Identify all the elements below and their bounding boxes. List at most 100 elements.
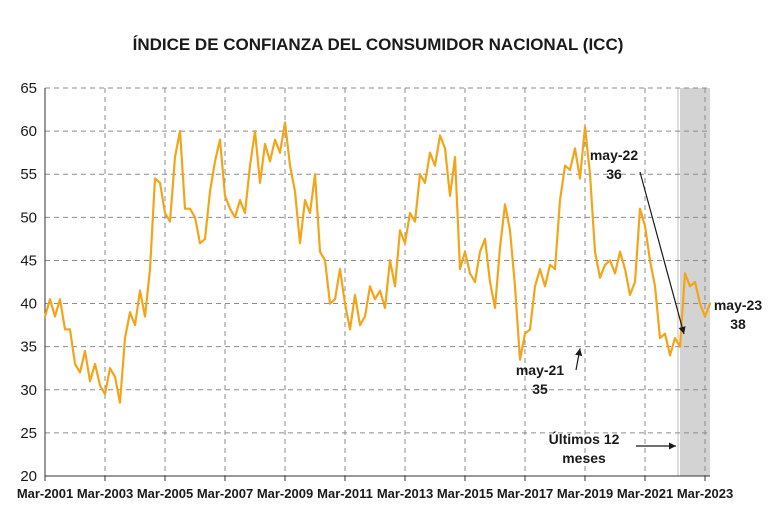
data-point <box>569 169 571 171</box>
data-point <box>239 199 241 202</box>
data-point <box>49 298 51 301</box>
data-point <box>479 250 481 253</box>
data-point <box>399 229 401 232</box>
y-tick-label: 40 <box>20 296 37 313</box>
data-point <box>244 212 246 214</box>
data-point <box>379 289 381 292</box>
data-point <box>549 263 551 266</box>
data-point <box>594 250 596 253</box>
data-point <box>504 203 506 206</box>
data-point <box>539 268 541 270</box>
series-layer <box>43 121 712 404</box>
data-point <box>324 259 326 262</box>
data-point <box>199 242 201 245</box>
data-point <box>559 199 561 202</box>
data-point <box>254 130 256 133</box>
data-point <box>209 190 211 193</box>
data-point <box>429 151 431 154</box>
data-point <box>264 143 266 145</box>
data-point <box>644 225 646 227</box>
data-point <box>499 246 501 249</box>
y-tick-label: 65 <box>20 80 37 97</box>
x-tick-label: Mar-2021 <box>617 486 673 501</box>
data-point <box>624 268 626 270</box>
data-point <box>364 315 366 318</box>
data-point <box>689 285 691 288</box>
data-point <box>604 263 606 266</box>
data-point <box>599 276 601 279</box>
data-point <box>404 242 406 245</box>
data-point <box>654 285 656 288</box>
data-point <box>139 289 141 292</box>
data-point <box>124 337 126 339</box>
data-point <box>359 324 361 326</box>
data-point <box>64 328 66 331</box>
data-point <box>314 173 316 176</box>
y-tick-label: 55 <box>20 166 37 183</box>
data-point <box>469 272 471 275</box>
data-point <box>349 328 351 331</box>
x-tick-label: Mar-2001 <box>17 486 73 501</box>
x-tick-label: Mar-2009 <box>257 486 313 501</box>
data-point <box>664 332 666 335</box>
data-point <box>84 350 86 352</box>
data-point <box>414 220 416 223</box>
data-point <box>489 281 491 283</box>
highlight-label-line-1: Últimos 12 <box>549 430 620 447</box>
annotation-may-23-value: 38 <box>730 316 746 332</box>
data-point <box>394 285 396 288</box>
y-tick-label: 20 <box>20 468 37 485</box>
data-point <box>79 371 81 374</box>
data-point <box>439 134 441 137</box>
data-point <box>259 181 261 184</box>
data-point <box>279 151 281 154</box>
data-point <box>99 384 101 387</box>
data-point <box>184 207 186 210</box>
data-point <box>419 173 421 176</box>
data-point <box>129 311 131 314</box>
y-tick-label: 25 <box>20 425 37 442</box>
data-point <box>134 324 136 326</box>
data-point <box>344 302 346 305</box>
data-point <box>709 302 711 305</box>
data-point <box>339 268 341 270</box>
data-point <box>509 229 511 232</box>
data-point <box>69 328 71 331</box>
data-point <box>434 164 436 167</box>
data-point <box>159 181 161 184</box>
data-point <box>534 285 536 288</box>
data-point <box>554 268 556 270</box>
data-point <box>679 345 681 348</box>
data-point <box>374 298 376 301</box>
data-point <box>284 121 286 124</box>
data-point <box>274 138 276 141</box>
data-point <box>329 302 331 305</box>
y-tick-label: 45 <box>20 252 37 269</box>
data-point <box>634 281 636 283</box>
gridlines <box>44 87 710 476</box>
data-point <box>564 164 566 167</box>
x-tick-label: Mar-2013 <box>377 486 433 501</box>
y-tick-label: 35 <box>20 339 37 356</box>
data-point <box>694 281 696 283</box>
data-point <box>249 164 251 167</box>
data-point <box>319 250 321 253</box>
data-point <box>354 294 356 296</box>
data-point <box>174 156 176 158</box>
annotation-may-22-value: 36 <box>606 166 622 182</box>
chart-title: ÍNDICE DE CONFIANZA DEL CONSUMIDOR NACIO… <box>133 35 624 54</box>
data-point <box>224 194 226 197</box>
annotation-may-21-value: 35 <box>532 381 548 397</box>
data-point <box>234 216 236 219</box>
data-point <box>484 238 486 240</box>
data-point <box>514 285 516 288</box>
data-point <box>194 216 196 219</box>
annotation-arrows <box>575 171 686 450</box>
data-point <box>94 363 96 365</box>
data-point <box>629 294 631 296</box>
data-point <box>109 367 111 370</box>
data-point <box>54 315 56 318</box>
data-point <box>219 138 221 141</box>
data-point <box>74 363 76 365</box>
